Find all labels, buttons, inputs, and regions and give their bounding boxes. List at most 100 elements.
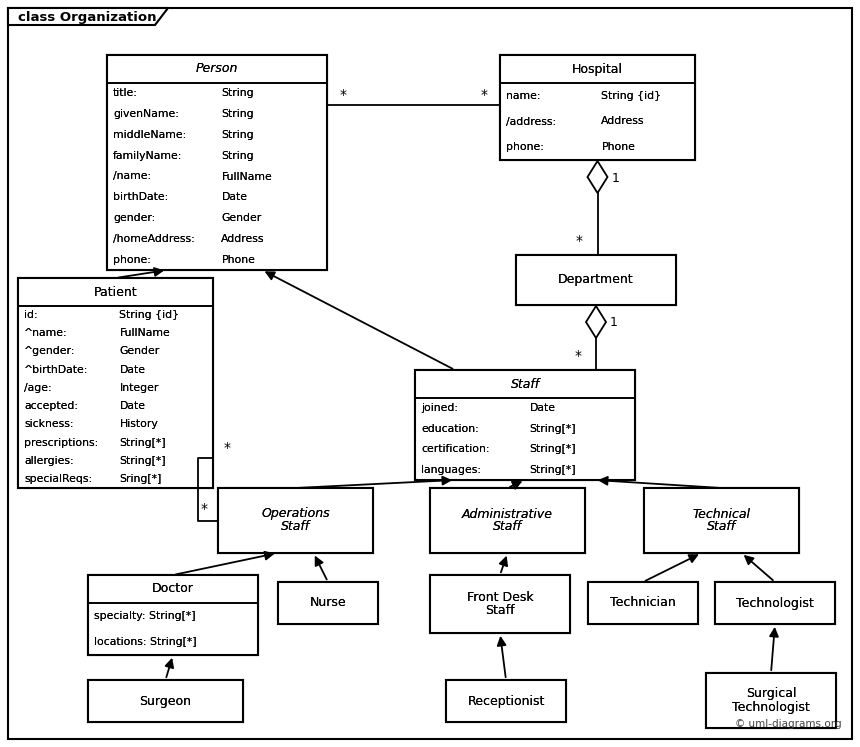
- Text: String[*]: String[*]: [120, 438, 166, 447]
- Text: certification:: certification:: [421, 444, 489, 454]
- Bar: [18, 278, 213, 488]
- Text: Surgical: Surgical: [746, 687, 796, 701]
- Polygon shape: [587, 161, 607, 193]
- Text: Date: Date: [120, 365, 145, 375]
- Text: prescriptions:: prescriptions:: [24, 438, 98, 447]
- Text: class Organization: class Organization: [18, 10, 157, 23]
- Bar: [430, 575, 570, 633]
- Text: Date: Date: [221, 192, 248, 202]
- Text: *: *: [576, 234, 583, 248]
- Text: Staff: Staff: [707, 521, 736, 533]
- Bar: [430, 488, 585, 553]
- Bar: [500, 55, 695, 160]
- Text: String: String: [221, 130, 254, 140]
- Bar: [706, 673, 836, 728]
- Text: String[*]: String[*]: [120, 456, 166, 465]
- Text: Surgeon: Surgeon: [139, 695, 192, 707]
- Text: Technical: Technical: [692, 507, 751, 521]
- Text: locations: String[*]: locations: String[*]: [94, 637, 197, 647]
- Text: Technologist: Technologist: [736, 597, 814, 610]
- Text: ^name:: ^name:: [24, 328, 68, 338]
- Text: Patient: Patient: [94, 285, 138, 299]
- Text: middleName:: middleName:: [113, 130, 187, 140]
- Text: allergies:: allergies:: [24, 456, 74, 465]
- Text: ^gender:: ^gender:: [24, 347, 76, 356]
- Text: Person: Person: [196, 63, 238, 75]
- Text: Sring[*]: Sring[*]: [120, 474, 162, 484]
- Text: String {id}: String {id}: [120, 310, 180, 320]
- Text: /name:: /name:: [113, 172, 151, 182]
- Text: Patient: Patient: [94, 285, 138, 299]
- Text: Staff: Staff: [281, 521, 310, 533]
- Text: String[*]: String[*]: [530, 444, 576, 454]
- Text: Operations: Operations: [261, 507, 330, 521]
- Text: String {id}: String {id}: [120, 310, 180, 320]
- Text: givenName:: givenName:: [113, 109, 179, 120]
- Text: String[*]: String[*]: [530, 465, 576, 475]
- Bar: [88, 680, 243, 722]
- Text: © uml-diagrams.org: © uml-diagrams.org: [735, 719, 842, 729]
- Text: Hospital: Hospital: [572, 63, 623, 75]
- Text: Staff: Staff: [511, 377, 539, 391]
- Text: name:: name:: [506, 91, 540, 101]
- Bar: [446, 680, 566, 722]
- Text: Front Desk: Front Desk: [467, 591, 533, 604]
- Text: Person: Person: [196, 63, 238, 75]
- Text: joined:: joined:: [421, 403, 458, 413]
- Text: String[*]: String[*]: [120, 456, 166, 465]
- Text: /address:: /address:: [506, 117, 556, 126]
- Text: Staff: Staff: [493, 521, 522, 533]
- Text: Surgeon: Surgeon: [139, 695, 192, 707]
- Text: specialty: String[*]: specialty: String[*]: [94, 611, 195, 621]
- Text: specialReqs:: specialReqs:: [24, 474, 92, 484]
- Text: Technician: Technician: [610, 597, 676, 610]
- Text: Staff: Staff: [511, 377, 539, 391]
- Text: Address: Address: [221, 234, 265, 244]
- Text: Date: Date: [530, 403, 556, 413]
- Text: Administrative: Administrative: [462, 507, 553, 521]
- Bar: [430, 488, 585, 553]
- Text: Staff: Staff: [485, 604, 515, 617]
- Text: education:: education:: [421, 424, 479, 434]
- Text: /homeAddress:: /homeAddress:: [113, 234, 194, 244]
- Text: sickness:: sickness:: [24, 419, 73, 430]
- Text: locations: String[*]: locations: String[*]: [94, 637, 197, 647]
- Text: String: String: [221, 109, 254, 120]
- Bar: [107, 55, 327, 270]
- Text: familyName:: familyName:: [113, 151, 182, 161]
- Bar: [415, 370, 635, 480]
- Text: phone:: phone:: [113, 255, 150, 264]
- Text: /name:: /name:: [113, 172, 151, 182]
- Text: Gender: Gender: [221, 213, 261, 223]
- Text: String {id}: String {id}: [601, 91, 661, 101]
- Text: education:: education:: [421, 424, 479, 434]
- Text: Staff: Staff: [485, 604, 515, 617]
- Bar: [88, 680, 243, 722]
- Text: *: *: [200, 501, 207, 515]
- Text: String: String: [221, 88, 254, 99]
- Text: id:: id:: [24, 310, 38, 320]
- Text: Receptionist: Receptionist: [467, 695, 544, 707]
- Text: birthDate:: birthDate:: [113, 192, 169, 202]
- Text: middleName:: middleName:: [113, 130, 187, 140]
- Text: givenName:: givenName:: [113, 109, 179, 120]
- Text: String[*]: String[*]: [530, 465, 576, 475]
- Text: FullName: FullName: [221, 172, 272, 182]
- Text: /homeAddress:: /homeAddress:: [113, 234, 194, 244]
- Text: FullName: FullName: [120, 328, 170, 338]
- Text: Sring[*]: Sring[*]: [120, 474, 162, 484]
- Text: ^gender:: ^gender:: [24, 347, 76, 356]
- Text: Staff: Staff: [493, 521, 522, 533]
- Text: Administrative: Administrative: [462, 507, 553, 521]
- Bar: [415, 370, 635, 480]
- Text: Gender: Gender: [120, 347, 160, 356]
- Bar: [516, 255, 676, 305]
- Bar: [18, 278, 213, 488]
- Text: Date: Date: [120, 401, 145, 411]
- Text: History: History: [120, 419, 158, 430]
- Text: Technologist: Technologist: [732, 701, 810, 713]
- Text: 1: 1: [610, 317, 618, 329]
- Text: Phone: Phone: [221, 255, 255, 264]
- Bar: [706, 673, 836, 728]
- Text: specialReqs:: specialReqs:: [24, 474, 92, 484]
